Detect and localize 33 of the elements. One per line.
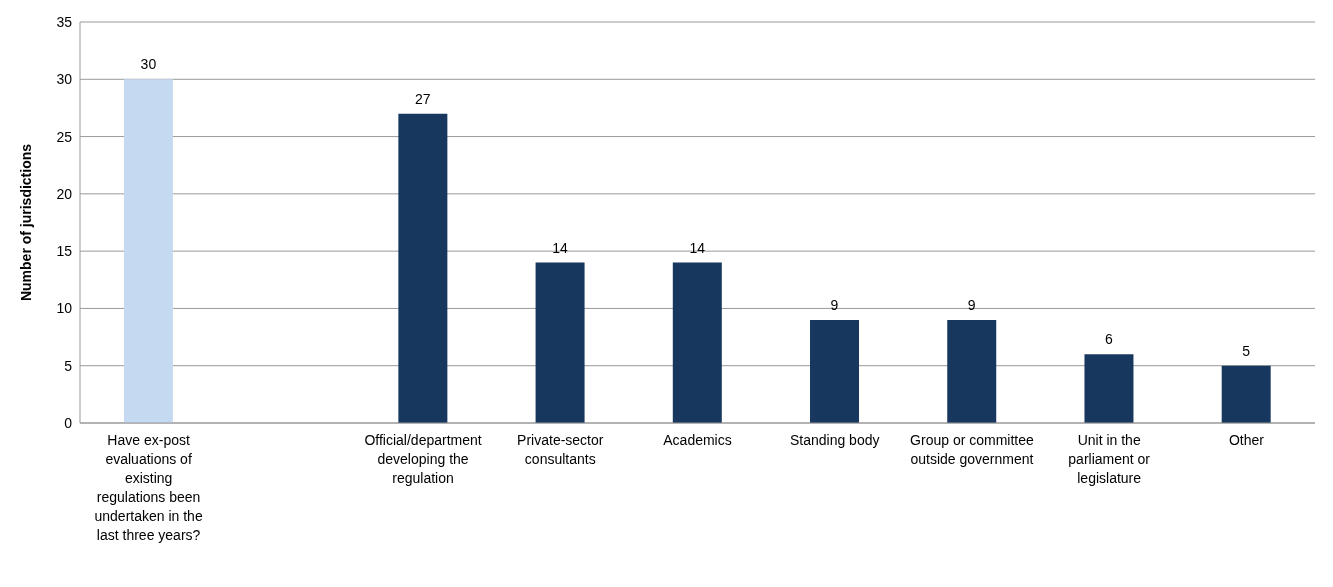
x-tick-label: Official/department developing the regulation [364, 432, 482, 486]
y-axis-title: Number of jurisdictions [17, 143, 34, 302]
data-label: 27 [415, 90, 431, 107]
bar [947, 319, 997, 423]
y-tick-label: 10 [56, 300, 73, 317]
x-tick-label: Standing body [789, 432, 880, 448]
y-tick-label: 30 [56, 71, 73, 88]
bar [398, 113, 448, 423]
bar [1084, 354, 1134, 423]
bar [123, 79, 173, 423]
data-label: 9 [830, 296, 839, 313]
bar [535, 262, 585, 423]
y-tick-label: 5 [64, 357, 73, 374]
x-tick-label: Other [1228, 432, 1265, 448]
data-label: 14 [689, 239, 706, 256]
x-tick-label: Group or committee outside government [910, 432, 1035, 467]
bar [672, 262, 722, 423]
data-label: 5 [1242, 342, 1251, 359]
y-tick-label: 25 [56, 128, 73, 145]
x-tick-label: Private-sector consultants [517, 432, 604, 467]
y-tick-label: 15 [56, 243, 73, 260]
data-label: 6 [1105, 331, 1114, 348]
y-tick-label: 35 [56, 13, 73, 30]
bar [1221, 365, 1271, 423]
data-label: 30 [140, 56, 157, 73]
x-tick-label: Unit in the parliament or legislature [1068, 432, 1151, 486]
y-tick-label: 0 [64, 414, 73, 431]
y-tick-label: 20 [56, 185, 73, 202]
data-label: 14 [552, 239, 569, 256]
bar [810, 319, 860, 423]
data-label: 9 [967, 296, 976, 313]
x-tick-label: Academics [663, 432, 732, 448]
x-tick-label: Have ex-post evaluations of existing regulations been undertaken in the last three years? [94, 432, 203, 543]
